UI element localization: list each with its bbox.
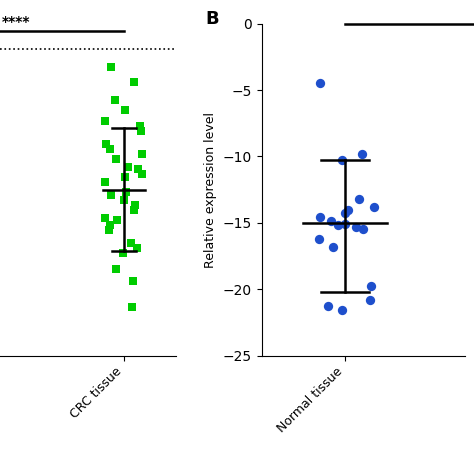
Point (107, 191, 115, 199)
Point (136, 122, 144, 129)
Point (341, 210, 349, 217)
Point (134, 165, 142, 173)
Point (107, 64, 114, 71)
Point (344, 206, 351, 213)
Point (138, 171, 146, 178)
Point (106, 221, 114, 229)
Point (367, 283, 375, 290)
Text: ****: **** (1, 15, 30, 29)
Point (129, 278, 137, 285)
Point (355, 195, 362, 203)
Point (370, 203, 377, 210)
Point (121, 173, 129, 181)
Point (352, 223, 360, 230)
Point (338, 156, 346, 164)
Point (334, 222, 342, 229)
Point (112, 155, 119, 163)
Y-axis label: Relative expression level: Relative expression level (204, 111, 217, 268)
Point (360, 226, 367, 233)
Point (338, 307, 346, 314)
Point (131, 206, 138, 214)
Point (316, 214, 323, 221)
Point (101, 117, 109, 125)
Point (101, 178, 109, 186)
Point (113, 217, 120, 224)
Point (125, 163, 132, 171)
Point (131, 201, 138, 209)
Point (105, 227, 113, 234)
Point (122, 188, 130, 196)
Point (106, 145, 114, 153)
Point (316, 80, 324, 87)
Point (102, 140, 109, 147)
Point (341, 220, 349, 228)
Point (128, 303, 136, 311)
Point (122, 107, 129, 114)
Point (329, 243, 337, 250)
Point (119, 250, 127, 257)
Point (120, 196, 128, 204)
Point (130, 79, 137, 86)
Point (133, 245, 140, 252)
Point (138, 150, 146, 158)
Text: B: B (205, 10, 219, 28)
Point (358, 150, 366, 157)
Point (324, 302, 332, 310)
Point (112, 265, 119, 273)
Point (328, 218, 335, 225)
Point (137, 127, 144, 135)
Point (111, 97, 118, 104)
Point (127, 239, 135, 247)
Point (316, 235, 323, 243)
Point (101, 214, 109, 221)
Point (366, 296, 374, 303)
